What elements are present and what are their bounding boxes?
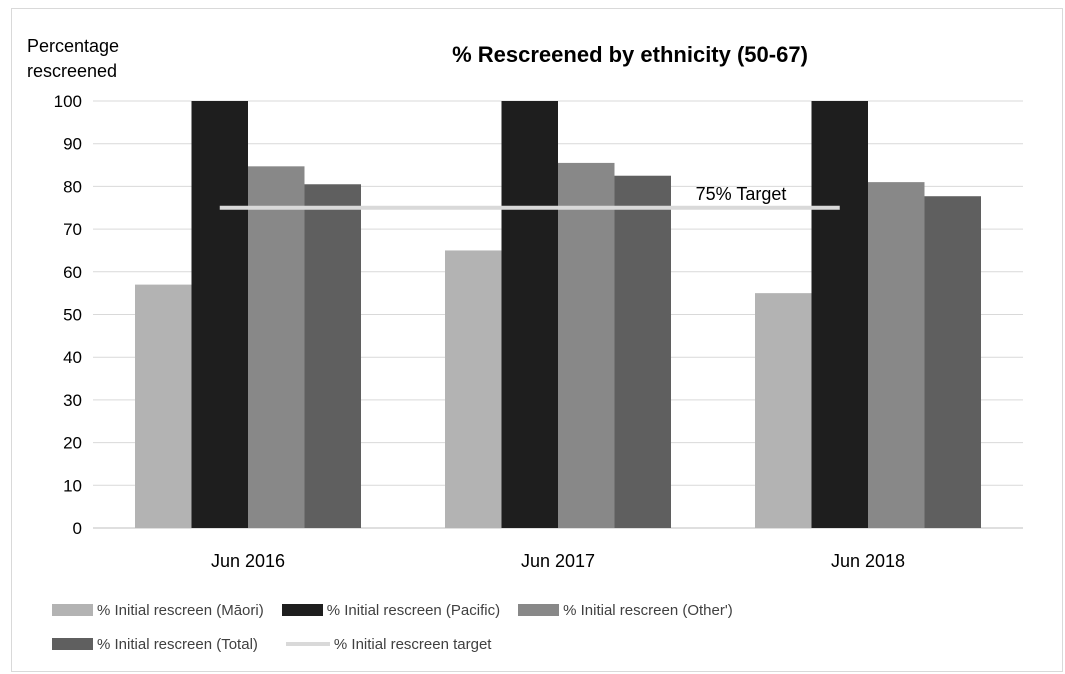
legend-label-other: % Initial rescreen (Other') — [563, 601, 733, 619]
chart-frame — [11, 8, 1063, 672]
bar-2-0 — [755, 293, 812, 528]
bar-0-2 — [248, 166, 305, 528]
y-tick-label-60: 60 — [63, 263, 82, 282]
legend-swatch-other — [518, 604, 560, 616]
legend-label-maori: % Initial rescreen (Māori) — [97, 601, 264, 619]
y-tick-label-70: 70 — [63, 220, 82, 239]
bar-1-3 — [614, 175, 671, 528]
legend-item-target: % Initial rescreen target — [285, 635, 492, 653]
legend-swatch-maori — [52, 604, 93, 616]
bar-1-1 — [501, 101, 558, 528]
bar-1-2 — [558, 162, 615, 529]
y-tick-label-100: 100 — [54, 92, 82, 111]
y-tick-label-90: 90 — [63, 135, 82, 154]
legend-swatch-total — [52, 638, 93, 650]
y-tick-label-30: 30 — [63, 391, 82, 410]
bar-0-0 — [135, 284, 192, 528]
bar-0-3 — [304, 184, 361, 528]
legend-item-total: % Initial rescreen (Total) — [52, 636, 258, 653]
x-tick-label-0: Jun 2016 — [211, 551, 285, 571]
legend: % Initial rescreen (Māori) % Initial res… — [52, 598, 1012, 666]
chart-title: % Rescreened by ethnicity (50-67) — [452, 42, 808, 67]
y-axis-label: Percentage rescreened — [27, 34, 119, 84]
legend-swatch-target — [285, 642, 330, 646]
bar-2-1 — [811, 101, 868, 528]
y-tick-label-20: 20 — [63, 434, 82, 453]
y-axis-label-line-1: Percentage — [27, 36, 120, 56]
bar-0-1 — [191, 101, 248, 528]
y-axis-label-line-2: rescreened — [27, 61, 118, 81]
y-tick-label-0: 0 — [73, 519, 82, 538]
bar-2-2 — [868, 182, 925, 528]
legend-item-other: % Initial rescreen (Other') — [518, 602, 733, 619]
y-tick-label-40: 40 — [63, 348, 82, 367]
legend-label-pacific: % Initial rescreen (Pacific) — [326, 601, 501, 619]
y-tick-label-50: 50 — [63, 306, 82, 325]
legend-label-target: % Initial rescreen target — [333, 635, 492, 653]
legend-row-1: % Initial rescreen (Māori) % Initial res… — [52, 598, 1012, 622]
legend-row-2: % Initial rescreen (Total) % Initial res… — [52, 632, 1012, 656]
bar-chart: 0 10 20 30 40 50 60 70 80 90 100 Jun 2016 Jun 2017 Ju… — [54, 92, 1023, 571]
legend-label-total: % Initial rescreen (Total) — [97, 635, 258, 653]
x-tick-label-2: Jun 2018 — [831, 551, 905, 571]
y-tick-label-10: 10 — [63, 476, 82, 495]
legend-item-pacific: % Initial rescreen (Pacific) — [281, 601, 501, 619]
legend-swatch-pacific — [281, 604, 323, 616]
bar-1-0 — [445, 250, 502, 528]
y-tick-label-80: 80 — [63, 177, 82, 196]
legend-item-maori: % Initial rescreen (Māori) — [52, 602, 264, 619]
x-tick-label-1: Jun 2017 — [521, 551, 595, 571]
target-label: 75% Target — [696, 184, 787, 204]
bar-2-3 — [924, 196, 981, 528]
